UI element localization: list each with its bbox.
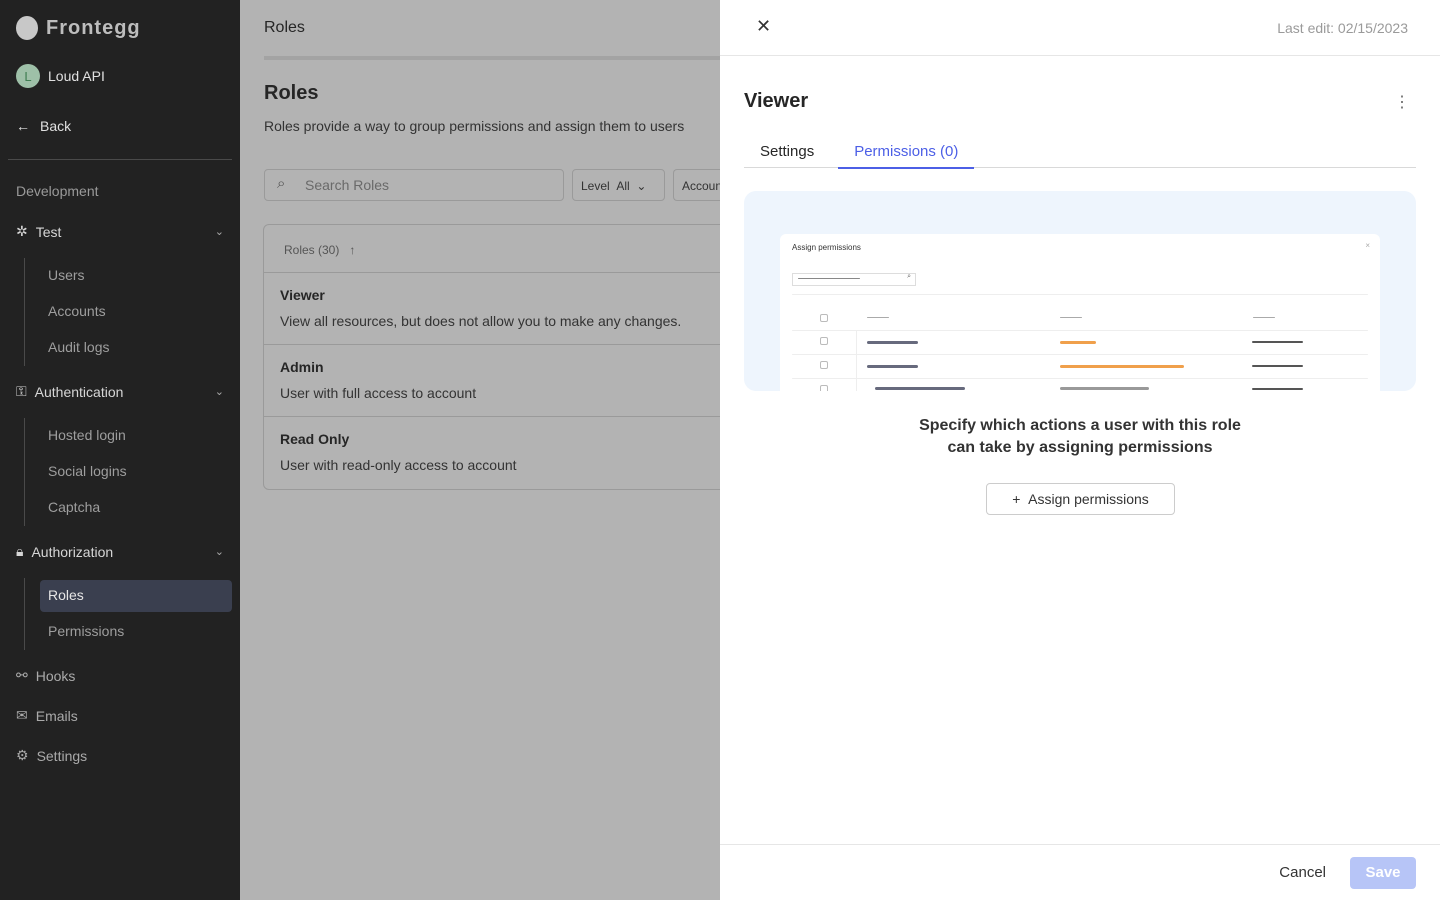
arrow-up-icon: ↑ bbox=[349, 243, 356, 257]
nav-label: Authentication bbox=[34, 383, 124, 400]
search-input[interactable]: ⌕ Search Roles bbox=[264, 169, 564, 201]
more-vertical-icon[interactable]: ⋮ bbox=[1394, 94, 1410, 111]
tab-settings[interactable]: Settings bbox=[760, 143, 815, 160]
role-name: Viewer bbox=[280, 287, 325, 303]
table-row[interactable]: Admin User with full access to account bbox=[264, 345, 732, 417]
drawer-tabs: Settings Permissions (0) bbox=[744, 136, 1416, 169]
sidebar-item-accounts[interactable]: Accounts bbox=[48, 303, 106, 319]
level-filter[interactable]: Level All ⌄ bbox=[572, 169, 665, 201]
header-divider bbox=[264, 56, 724, 60]
search-placeholder: Search Roles bbox=[305, 177, 390, 193]
column-header: Roles (30) bbox=[284, 243, 340, 257]
sidebar-item-authorization[interactable]: 🔒︎ Authorization ⌄ bbox=[16, 543, 224, 560]
hooks-icon: ⚯ bbox=[16, 667, 28, 683]
drawer-header: ✕ Last edit: 02/15/2023 bbox=[720, 0, 1440, 56]
chevron-down-icon: ⌄ bbox=[214, 386, 224, 398]
account-filter[interactable]: Account bbox=[673, 169, 733, 201]
brand-logo[interactable]: Frontegg bbox=[16, 16, 141, 40]
sidebar-item-users[interactable]: Users bbox=[48, 267, 85, 283]
message-line: Specify which actions a user with this r… bbox=[919, 417, 1241, 434]
mail-icon: ✉ bbox=[16, 707, 28, 723]
drawer-title: Viewer bbox=[744, 90, 809, 112]
avatar: L bbox=[16, 64, 40, 88]
assign-permissions-illustration: Assign permissions × ⌕ bbox=[744, 191, 1416, 391]
account-name: Loud API bbox=[48, 68, 105, 84]
role-description: User with read-only access to account bbox=[280, 457, 517, 473]
close-icon: × bbox=[1365, 241, 1370, 250]
sidebar-item-audit-logs[interactable]: Audit logs bbox=[48, 339, 110, 355]
bug-icon: ✲ bbox=[16, 223, 28, 239]
account-switcher[interactable]: L Loud API bbox=[16, 64, 105, 88]
message-line: can take by assigning permissions bbox=[947, 439, 1213, 456]
brand-name: Frontegg bbox=[46, 16, 141, 39]
illustration-title: Assign permissions bbox=[792, 243, 861, 252]
filter-label: Level bbox=[581, 179, 610, 193]
nav-label: Emails bbox=[35, 707, 78, 724]
close-icon[interactable]: ✕ bbox=[756, 16, 772, 36]
sidebar-item-hooks[interactable]: ⚯ Hooks bbox=[16, 667, 224, 684]
tree-line bbox=[24, 258, 25, 366]
illustration-card: Assign permissions × ⌕ bbox=[780, 234, 1380, 391]
role-description: View all resources, but does not allow y… bbox=[280, 313, 682, 329]
table-row[interactable]: Read Only User with read-only access to a… bbox=[264, 417, 732, 489]
gear-icon: ⚙ bbox=[16, 747, 29, 763]
illustration-search: ⌕ bbox=[792, 273, 916, 286]
chevron-down-icon: ⌄ bbox=[214, 226, 224, 238]
arrow-left-icon: ← bbox=[16, 118, 30, 134]
table-row[interactable]: Viewer View all resources, but does not a… bbox=[264, 273, 732, 345]
role-name: Read Only bbox=[280, 431, 350, 447]
role-drawer: ✕ Last edit: 02/15/2023 Viewer ⋮ Setting… bbox=[720, 0, 1440, 900]
nav-label: Hooks bbox=[35, 667, 76, 684]
divider bbox=[8, 159, 232, 160]
page-title: Roles bbox=[264, 82, 319, 104]
save-button[interactable]: Save bbox=[1350, 857, 1416, 889]
filter-label: Account bbox=[682, 179, 726, 193]
sidebar-item-test[interactable]: ✲ Test ⌄ bbox=[16, 223, 224, 240]
sidebar-item-hosted-login[interactable]: Hosted login bbox=[48, 427, 126, 443]
drawer-footer: Cancel Save bbox=[720, 844, 1440, 900]
sidebar-item-roles[interactable]: Roles bbox=[48, 587, 84, 603]
search-icon: ⌕ bbox=[277, 175, 286, 192]
key-icon: ⚿ bbox=[16, 383, 27, 399]
sidebar-item-emails[interactable]: ✉ Emails bbox=[16, 707, 224, 724]
roles-table: Roles (30) ↑ Viewer View all resources, b… bbox=[263, 224, 733, 490]
assign-permissions-button[interactable]: + Assign permissions bbox=[986, 483, 1175, 515]
filter-value: All bbox=[616, 179, 630, 193]
tab-permissions[interactable]: Permissions (0) bbox=[838, 136, 975, 169]
chevron-down-icon: ⌄ bbox=[636, 179, 647, 193]
chevron-down-icon: ⌄ bbox=[214, 546, 224, 558]
role-name: Admin bbox=[280, 359, 324, 375]
sidebar: Frontegg L Loud API ← Back Development ✲ Te… bbox=[0, 0, 240, 900]
sidebar-item-authentication[interactable]: ⚿ Authentication ⌄ bbox=[16, 383, 224, 400]
nav-label: Settings bbox=[36, 747, 88, 764]
button-label: Assign permissions bbox=[1028, 491, 1149, 507]
tree-line bbox=[24, 418, 25, 526]
roles-page: Roles Roles Roles provide a way to group… bbox=[240, 0, 733, 900]
lock-icon: 🔒︎ bbox=[16, 543, 24, 559]
role-description: User with full access to account bbox=[280, 385, 477, 401]
table-header[interactable]: Roles (30) ↑ bbox=[264, 225, 732, 273]
back-label: Back bbox=[40, 118, 72, 134]
empty-state-message: Specify which actions a user with this r… bbox=[720, 415, 1440, 459]
cancel-button[interactable]: Cancel bbox=[1279, 864, 1326, 881]
back-button[interactable]: ← Back bbox=[16, 118, 71, 134]
tree-line bbox=[24, 578, 25, 650]
section-label: Development bbox=[16, 183, 99, 199]
sidebar-item-social-logins[interactable]: Social logins bbox=[48, 463, 127, 479]
sidebar-item-permissions[interactable]: Permissions bbox=[48, 623, 125, 639]
breadcrumb: Roles bbox=[264, 19, 305, 36]
nav-label: Authorization bbox=[31, 543, 114, 560]
last-edit: Last edit: 02/15/2023 bbox=[1277, 20, 1408, 36]
sidebar-item-settings[interactable]: ⚙ Settings bbox=[16, 747, 224, 764]
sidebar-item-captcha[interactable]: Captcha bbox=[48, 499, 101, 515]
nav-label: Test bbox=[35, 223, 62, 240]
frontegg-logo-icon bbox=[16, 16, 38, 40]
active-highlight bbox=[40, 580, 232, 612]
plus-icon: + bbox=[1012, 491, 1021, 507]
page-description: Roles provide a way to group permissions… bbox=[264, 118, 685, 134]
